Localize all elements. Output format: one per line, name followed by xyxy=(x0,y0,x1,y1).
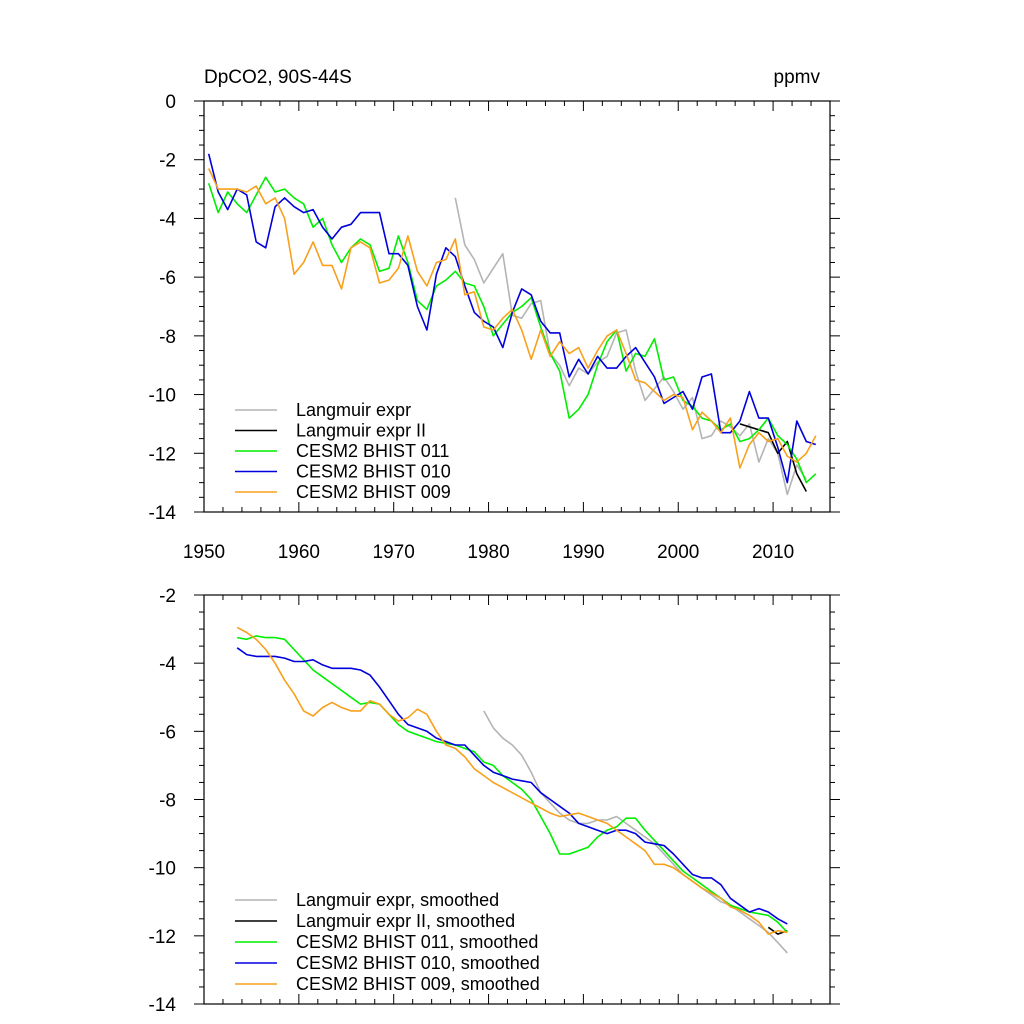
top-panel-axes: 1950 1960 1970 1980 1990 2000 2010 0 -2 -4 -6 -8 -10… xyxy=(149,92,840,563)
x-tick-label: 1960 xyxy=(278,542,320,563)
top-panel: DpCO2, 90S-44S ppmv 1950 1960 1970 1980 1990… xyxy=(149,67,840,563)
legend-label: Langmuir expr II, smoothed xyxy=(296,911,515,931)
y-tick-label: -10 xyxy=(149,859,176,880)
series-line-cesm2-bhist-009-smoothed xyxy=(236,626,788,935)
legend-label: Langmuir expr, smoothed xyxy=(296,890,499,910)
legend-label: CESM2 BHIST 010 xyxy=(296,462,451,482)
legend-label: CESM2 BHIST 009 xyxy=(296,482,451,502)
legend-label: CESM2 BHIST 011, smoothed xyxy=(296,932,538,952)
legend-label: Langmuir expr xyxy=(296,400,411,420)
y-tick-label: -6 xyxy=(159,722,176,743)
y-tick-label: -6 xyxy=(159,268,176,289)
x-tick-label: 1950 xyxy=(183,542,225,563)
y-tick-label: -8 xyxy=(159,791,176,812)
top-panel-title: DpCO2, 90S-44S xyxy=(204,67,352,88)
y-tick-label: -14 xyxy=(149,503,177,524)
y-tick-label: -10 xyxy=(149,386,176,407)
y-tick-label: -2 xyxy=(159,151,176,172)
y-tick-label: -4 xyxy=(159,209,176,230)
legend-label: CESM2 BHIST 010, smoothed xyxy=(296,953,540,973)
x-tick-label: 1970 xyxy=(373,542,415,563)
y-tick-label: -12 xyxy=(149,444,176,465)
y-tick-label: 0 xyxy=(165,92,176,113)
legend-label: CESM2 BHIST 009, smoothed xyxy=(296,974,540,994)
y-tick-label: -8 xyxy=(159,327,176,348)
legend-label: CESM2 BHIST 011 xyxy=(296,441,449,461)
bottom-panel-series xyxy=(236,626,788,954)
top-panel-units: ppmv xyxy=(774,67,821,88)
top-panel-series xyxy=(207,153,817,496)
legend-label: Langmuir expr II xyxy=(296,421,426,441)
bottom-panel-axes: -2 -4 -6 -8 -10 -12 -14 xyxy=(149,586,840,1016)
series-line-cesm2-bhist-009 xyxy=(207,168,817,469)
y-tick-label: -12 xyxy=(149,927,176,948)
series-line-cesm2-bhist-010-smoothed xyxy=(236,647,788,925)
series-line-langmuir-expr-ii xyxy=(739,423,808,492)
series-line-cesm2-bhist-010 xyxy=(207,153,817,484)
x-tick-label: 1990 xyxy=(562,542,604,563)
series-line-cesm2-bhist-011-smoothed xyxy=(237,635,788,933)
y-tick-label: -4 xyxy=(159,654,176,675)
y-tick-label: -14 xyxy=(149,995,177,1016)
y-tick-label: -2 xyxy=(159,586,176,607)
x-tick-label: 2010 xyxy=(752,542,794,563)
x-tick-label: 1980 xyxy=(467,542,509,563)
x-tick-label: 2000 xyxy=(657,542,699,563)
bottom-panel: -2 -4 -6 -8 -10 -12 -14 Langmuir expr, smoothe… xyxy=(149,586,840,1016)
